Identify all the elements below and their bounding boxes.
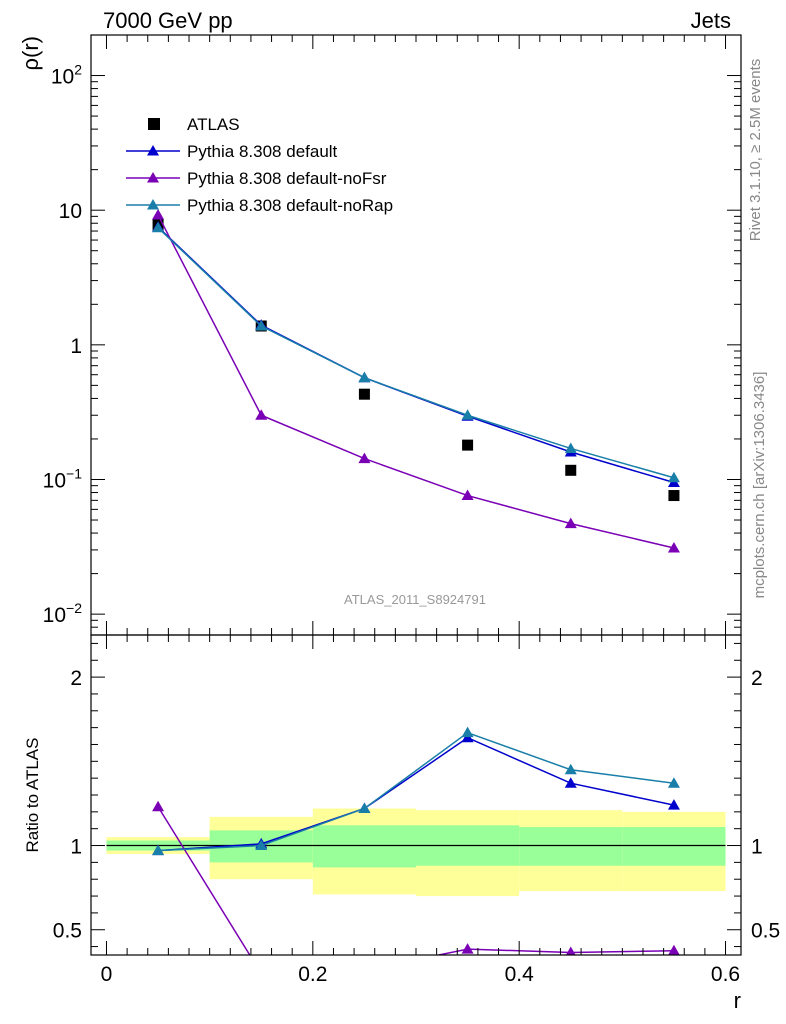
series-line	[157, 227, 675, 479]
rivet-label: Rivet 3.1.10, ≥ 2.5M events	[747, 59, 764, 242]
atlas-data-point	[358, 388, 370, 400]
series-marker	[667, 541, 680, 553]
legend-entry-default: Pythia 8.308 default	[126, 142, 338, 161]
legend: ATLAS Pythia 8.308 default Pythia 8.308 de…	[126, 115, 393, 215]
legend-triangle-marker	[147, 199, 159, 210]
series-layer	[152, 209, 680, 979]
atlas-data-point	[462, 439, 474, 451]
series-marker	[564, 517, 577, 529]
main-ytick-label: 102	[51, 62, 82, 89]
legend-triangle-marker	[147, 172, 159, 183]
ratio-xtick-label: 0.6	[711, 963, 740, 986]
ratio-marker	[668, 944, 680, 955]
legend-label: Pythia 8.308 default-noRap	[187, 196, 393, 215]
series-marker	[358, 452, 371, 464]
band-inner-bin	[519, 827, 623, 866]
ratio-series-noFsr	[152, 800, 680, 979]
series-marker	[152, 221, 165, 233]
axis-ticks	[91, 34, 741, 955]
main-ytick-label: 10−2	[43, 600, 83, 627]
main-ytick-label: 10−1	[43, 465, 83, 492]
series-marker	[564, 442, 577, 453]
ratio-marker	[564, 777, 577, 788]
analysis-watermark: ATLAS_2011_S8924791	[344, 592, 486, 607]
ratio-marker	[255, 968, 267, 979]
ratio-ytick-label: 1	[70, 836, 82, 859]
main-series-atlas	[152, 219, 680, 502]
atlas-data-point	[668, 490, 680, 502]
legend-label: ATLAS	[187, 115, 240, 134]
series-marker	[255, 409, 268, 420]
ratio-ytick-label: 0.5	[53, 920, 82, 943]
ratio-marker	[667, 799, 680, 810]
ratio-ytick-label-right: 2	[751, 667, 763, 690]
mcplots-label: mcplots.cern.ch [arXiv:1306.3436]	[751, 372, 768, 599]
ratio-marker	[358, 802, 371, 813]
band-inner-bin	[312, 825, 416, 868]
legend-entry-noRap: Pythia 8.308 default-noRap	[126, 196, 393, 215]
main-ytick-label: 10	[59, 200, 82, 223]
legend-entry-noFsr: Pythia 8.308 default-noFsr	[126, 169, 387, 188]
ratio-marker	[152, 800, 165, 812]
axis-labels: 10−2 10−1 1 10 102 ρ(r) 0 0.2 0.4 0.6r 0.5 0.5 1 1 2 2 R…	[18, 36, 780, 1013]
ratio-marker	[255, 839, 268, 851]
ratio-marker	[358, 964, 370, 975]
legend-label: Pythia 8.308 default	[187, 142, 338, 161]
series-marker	[152, 209, 165, 220]
legend-square-marker	[148, 118, 160, 130]
series-line	[157, 214, 675, 549]
ratio-series-layer	[152, 726, 680, 979]
ratio-line	[157, 806, 674, 955]
atlas-data-point	[565, 464, 577, 476]
main-series-noRap	[152, 221, 680, 483]
ratio-marker	[565, 946, 576, 955]
ratio-marker	[564, 763, 577, 775]
series-marker	[358, 371, 371, 383]
series-line	[157, 226, 675, 484]
observable-label: Jets	[691, 8, 731, 33]
ratio-xtick-label: 0.2	[298, 963, 327, 986]
ratio-panel-frame	[90, 634, 742, 956]
ratio-xtick-label: 0	[101, 963, 113, 986]
xlabel: r	[734, 988, 741, 1013]
legend-entry-atlas: ATLAS	[148, 115, 240, 134]
ratio-marker	[667, 777, 680, 788]
collision-label: 7000 GeV pp	[103, 8, 233, 33]
ratio-series-noRap	[152, 726, 680, 856]
ratio-xtick-label: 0.4	[505, 963, 535, 986]
legend-label: Pythia 8.308 default-noFsr	[187, 169, 387, 188]
main-ytick-label: 1	[70, 335, 82, 358]
main-series-noFsr	[152, 209, 680, 553]
series-marker	[255, 320, 268, 331]
ratio-ytick-label: 2	[70, 667, 82, 690]
uncertainty-bands	[106, 808, 726, 897]
ratio-ytick-label-right: 1	[751, 836, 763, 859]
ratio-marker	[152, 844, 165, 856]
series-marker	[461, 409, 474, 420]
ratio-marker	[461, 726, 474, 738]
series-marker	[667, 471, 680, 483]
main-series-default	[152, 221, 680, 487]
ratio-line	[158, 731, 675, 852]
series-marker	[461, 489, 474, 501]
ratio-ylabel: Ratio to ATLAS	[23, 738, 42, 853]
ratio-line	[158, 736, 675, 852]
legend-triangle-marker	[147, 145, 159, 156]
ratio-ytick-label-right: 0.5	[751, 920, 780, 943]
main-ylabel: ρ(r)	[18, 36, 43, 71]
ratio-marker	[461, 943, 474, 954]
band-inner-bin	[622, 827, 726, 866]
